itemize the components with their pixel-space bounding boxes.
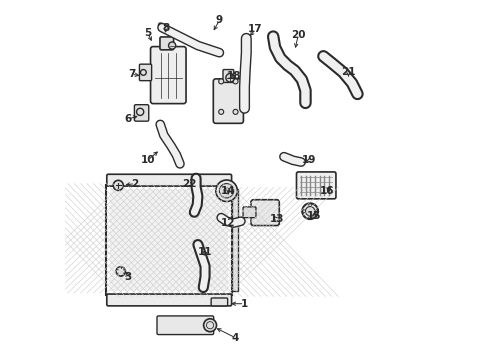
Bar xyxy=(110,189,228,291)
FancyBboxPatch shape xyxy=(106,174,231,186)
Circle shape xyxy=(302,203,317,219)
FancyBboxPatch shape xyxy=(296,172,335,199)
Circle shape xyxy=(233,109,238,114)
Ellipse shape xyxy=(303,99,307,107)
Ellipse shape xyxy=(320,52,325,60)
Circle shape xyxy=(305,207,314,216)
Text: 17: 17 xyxy=(247,24,262,35)
FancyBboxPatch shape xyxy=(160,37,173,50)
Bar xyxy=(231,189,238,291)
FancyBboxPatch shape xyxy=(157,316,213,334)
Text: 13: 13 xyxy=(269,215,284,224)
Text: 7: 7 xyxy=(127,69,135,79)
Circle shape xyxy=(223,188,229,194)
Text: 20: 20 xyxy=(290,30,305,40)
Text: 2: 2 xyxy=(131,179,139,189)
Text: 14: 14 xyxy=(221,186,235,196)
Text: 16: 16 xyxy=(319,186,333,196)
Circle shape xyxy=(218,79,223,84)
Text: 19: 19 xyxy=(301,155,316,165)
FancyBboxPatch shape xyxy=(223,69,233,82)
Circle shape xyxy=(215,180,237,202)
Text: 3: 3 xyxy=(124,272,131,282)
Circle shape xyxy=(203,319,216,332)
Ellipse shape xyxy=(269,35,277,39)
Text: 9: 9 xyxy=(215,15,223,26)
FancyBboxPatch shape xyxy=(134,105,148,121)
Circle shape xyxy=(218,109,223,114)
Text: 22: 22 xyxy=(182,179,196,189)
Circle shape xyxy=(233,79,238,84)
FancyBboxPatch shape xyxy=(243,207,255,218)
FancyBboxPatch shape xyxy=(211,298,227,306)
FancyBboxPatch shape xyxy=(213,79,243,123)
Text: 8: 8 xyxy=(162,23,169,33)
Text: 1: 1 xyxy=(241,299,247,309)
FancyBboxPatch shape xyxy=(139,64,151,81)
Text: 5: 5 xyxy=(144,28,151,38)
FancyBboxPatch shape xyxy=(250,200,279,226)
Ellipse shape xyxy=(354,90,360,98)
Circle shape xyxy=(113,180,123,190)
Text: 18: 18 xyxy=(226,71,241,81)
Text: 15: 15 xyxy=(306,211,321,221)
Text: 4: 4 xyxy=(231,333,239,343)
Text: 10: 10 xyxy=(140,155,155,165)
Circle shape xyxy=(225,73,234,82)
FancyBboxPatch shape xyxy=(106,294,231,306)
Circle shape xyxy=(116,267,125,276)
Text: 6: 6 xyxy=(124,114,131,124)
FancyBboxPatch shape xyxy=(150,46,185,104)
Ellipse shape xyxy=(158,23,165,32)
Text: 12: 12 xyxy=(221,218,235,228)
Circle shape xyxy=(219,184,233,198)
Text: 11: 11 xyxy=(198,247,212,257)
Circle shape xyxy=(168,42,175,49)
Bar xyxy=(106,185,231,295)
Text: 21: 21 xyxy=(341,67,355,77)
Bar xyxy=(106,185,231,295)
